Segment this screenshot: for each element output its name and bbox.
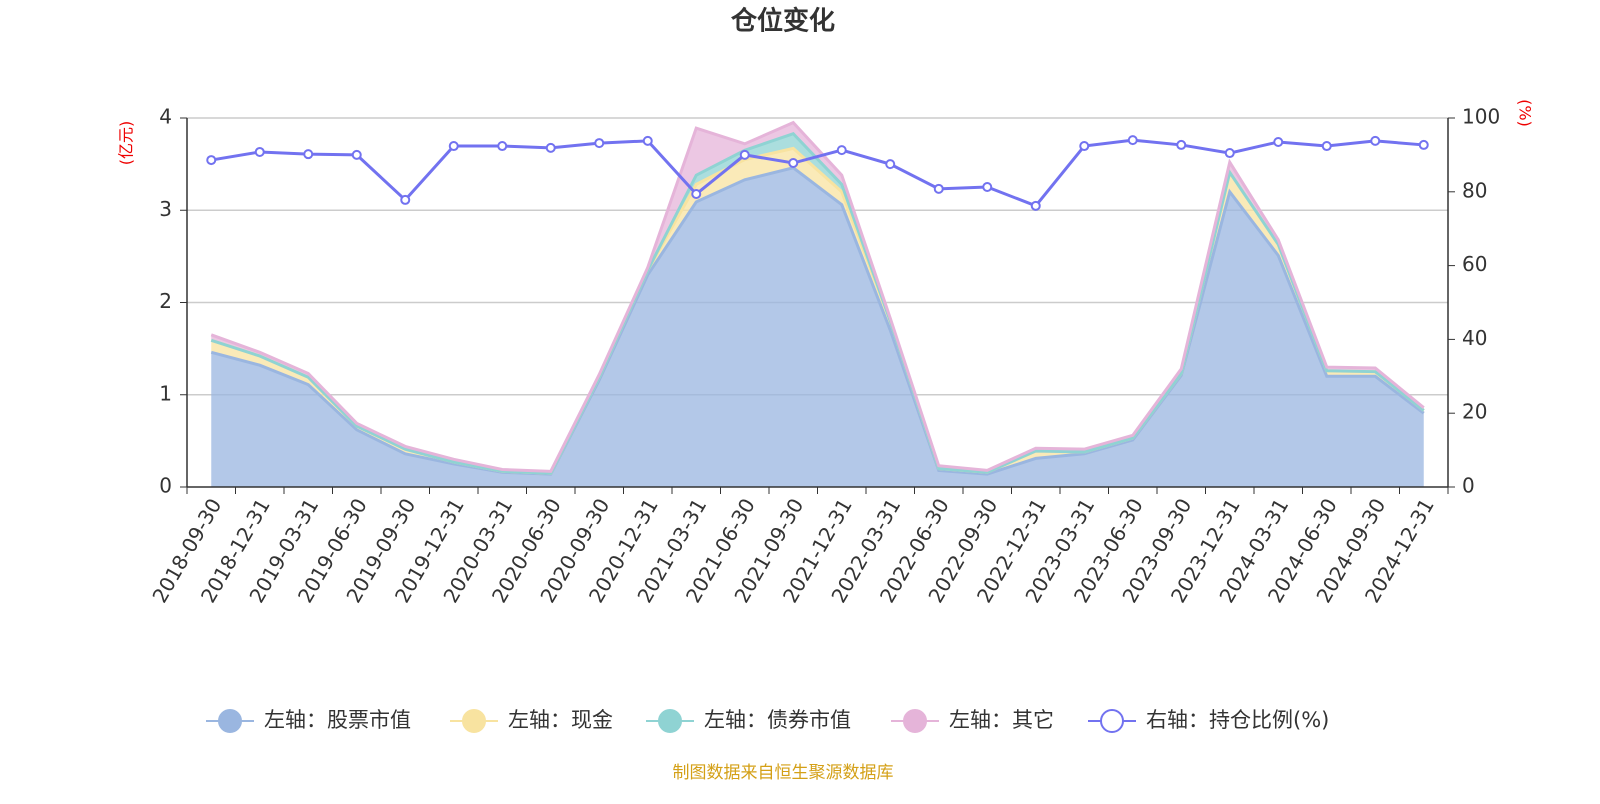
ratio-point (691, 189, 702, 200)
ratio-point (739, 149, 750, 160)
ratio-point (497, 141, 508, 152)
legend-label: 左轴：其它 (949, 708, 1054, 732)
area-line (210, 131, 1425, 475)
ratio-point (303, 149, 314, 160)
y2-axis-label: (%) (1516, 99, 1535, 127)
ratio-point (933, 183, 944, 194)
ratio-point (400, 194, 411, 205)
ratio-point (1418, 139, 1429, 150)
ratio-point (545, 142, 556, 153)
y2-tick-label: 40 (1462, 326, 1487, 350)
ratio-point (448, 141, 459, 152)
ratio-point (206, 155, 217, 166)
ratio-point (836, 145, 847, 156)
ratio-point (1127, 135, 1138, 146)
area-fill (211, 167, 1424, 487)
ratio-point (1030, 200, 1041, 211)
legend-marker (462, 709, 486, 733)
ratio-line (211, 138, 1424, 208)
ratio-point (1321, 141, 1332, 152)
y-axis-label: (亿元) (117, 121, 136, 166)
y2-tick-label: 100 (1462, 105, 1500, 129)
legend-marker (218, 709, 242, 733)
ratio-point (1273, 136, 1284, 147)
y-tick-label: 0 (159, 474, 172, 498)
source-note: 制图数据来自恒生聚源数据库 (673, 763, 894, 783)
ratio-point (982, 182, 993, 193)
chart-title: 仓位变化 (730, 6, 835, 37)
y-tick-label: 4 (159, 105, 172, 129)
ratio-point (254, 146, 265, 157)
ratio-point (885, 159, 896, 170)
y2-tick-label: 20 (1462, 400, 1487, 424)
legend-marker (1100, 709, 1124, 733)
ratio-point (594, 138, 605, 149)
y-tick-label: 1 (159, 381, 172, 405)
legend-marker (903, 709, 927, 733)
legend-label: 左轴：股票市值 (264, 708, 411, 732)
ratio-point (1370, 135, 1381, 146)
y2-tick-label: 0 (1462, 474, 1475, 498)
legend-label: 左轴：债券市值 (704, 708, 851, 732)
area-line (210, 166, 1425, 476)
legend-label: 左轴：现金 (508, 708, 613, 732)
ratio-point (1176, 139, 1187, 150)
ratio-point (351, 149, 362, 160)
y-tick-label: 2 (159, 289, 172, 313)
legend-label: 右轴：持仓比例(%) (1146, 708, 1329, 732)
ratio-point (788, 158, 799, 169)
ratio-point (1079, 141, 1090, 152)
y2-tick-label: 60 (1462, 252, 1487, 276)
y2-tick-label: 80 (1462, 178, 1487, 202)
ratio-point (642, 135, 653, 146)
area-line (210, 120, 1425, 473)
y-tick-label: 3 (159, 197, 172, 221)
ratio-point (1224, 148, 1235, 159)
legend-marker (658, 709, 682, 733)
